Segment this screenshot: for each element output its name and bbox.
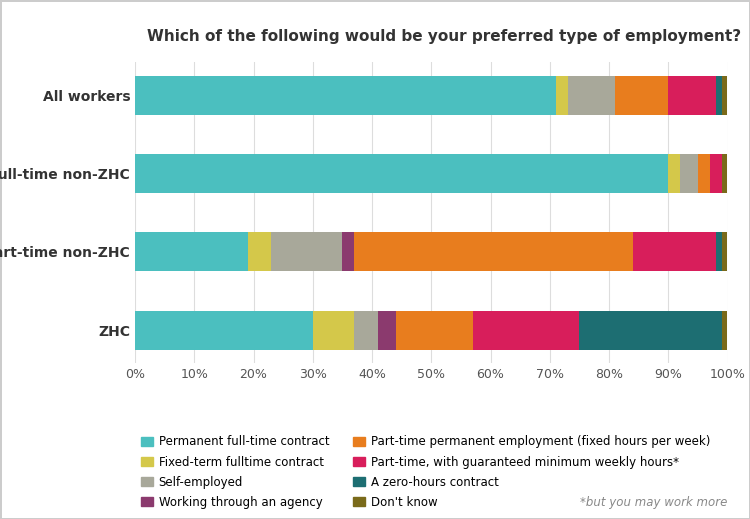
- Bar: [135, 233, 248, 271]
- Bar: [633, 233, 716, 271]
- Bar: [668, 76, 716, 115]
- Bar: [135, 154, 668, 193]
- Bar: [378, 310, 396, 350]
- Bar: [313, 310, 354, 350]
- Bar: [135, 76, 556, 115]
- Bar: [568, 76, 615, 115]
- Bar: [668, 154, 680, 193]
- Bar: [615, 76, 668, 115]
- Bar: [710, 154, 722, 193]
- Legend: Permanent full-time contract, Fixed-term fulltime contract, Self-employed, Worki: Permanent full-time contract, Fixed-term…: [141, 435, 710, 509]
- Text: *but you may work more: *but you may work more: [580, 496, 728, 509]
- Bar: [248, 233, 272, 271]
- Bar: [722, 310, 728, 350]
- Text: Which of the following would be your preferred type of employment?: Which of the following would be your pre…: [147, 30, 741, 45]
- Bar: [716, 233, 722, 271]
- Bar: [579, 310, 722, 350]
- Bar: [135, 310, 313, 350]
- Bar: [272, 233, 342, 271]
- Bar: [342, 233, 354, 271]
- Bar: [698, 154, 709, 193]
- Bar: [722, 233, 728, 271]
- Bar: [396, 310, 472, 350]
- Bar: [354, 233, 633, 271]
- Bar: [680, 154, 698, 193]
- Bar: [722, 154, 728, 193]
- Bar: [472, 310, 579, 350]
- Bar: [722, 76, 728, 115]
- Bar: [556, 76, 568, 115]
- Bar: [354, 310, 378, 350]
- Bar: [716, 76, 722, 115]
